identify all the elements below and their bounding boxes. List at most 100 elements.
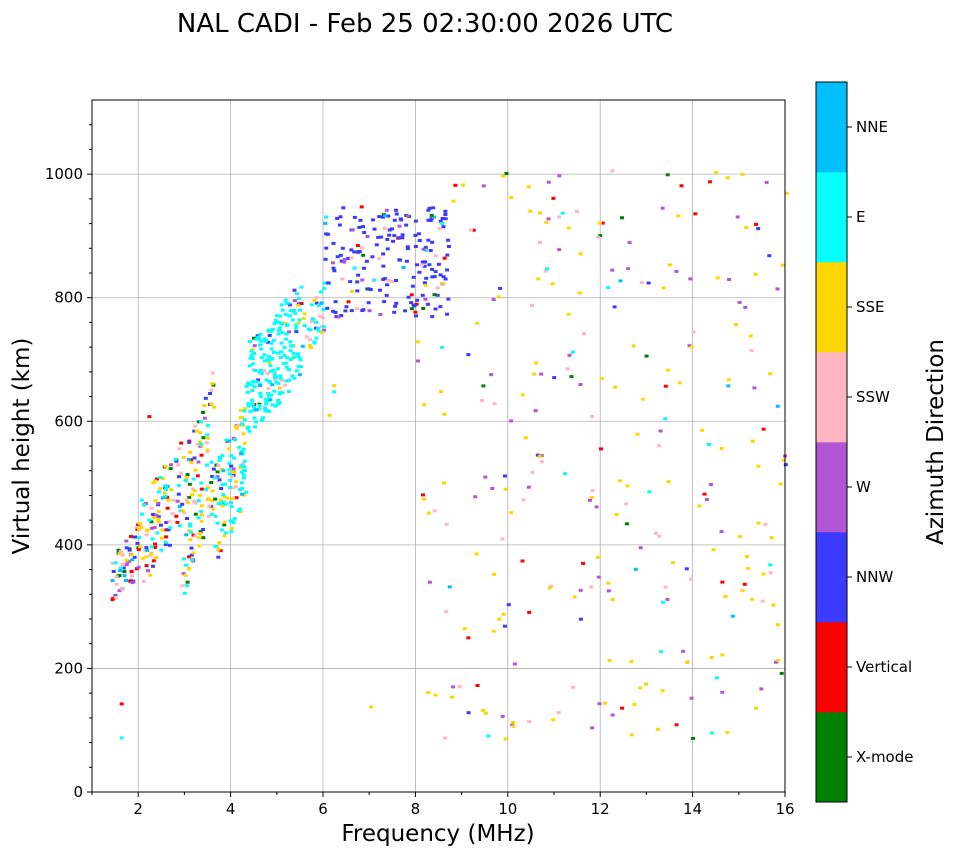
echo-point: [259, 339, 264, 343]
echo-point: [748, 334, 753, 338]
echo-point: [302, 312, 307, 316]
echo-point: [339, 259, 344, 263]
echo-point: [129, 574, 134, 578]
echo-point: [295, 354, 300, 358]
echo-point: [340, 277, 345, 281]
echo-point: [655, 727, 660, 731]
echo-point: [269, 369, 273, 373]
echo-point: [430, 240, 435, 244]
echo-point: [440, 222, 445, 225]
echo-point: [530, 470, 535, 474]
echo-point: [204, 441, 209, 445]
echo-point: [594, 505, 599, 509]
echo-point: [445, 312, 450, 316]
echo-point: [267, 355, 272, 359]
echo-point: [719, 447, 724, 450]
echo-point: [250, 398, 255, 402]
echo-point: [287, 368, 292, 372]
echo-point: [187, 566, 192, 570]
echo-point: [342, 260, 347, 264]
echo-point: [557, 215, 562, 219]
echo-point: [738, 535, 743, 538]
echo-point: [294, 326, 298, 330]
echo-point: [153, 479, 158, 483]
echo-point: [277, 326, 282, 330]
echo-point: [660, 689, 665, 693]
echo-point: [323, 257, 328, 261]
echo-point: [156, 510, 161, 514]
echo-point: [117, 589, 122, 593]
echo-point: [725, 730, 730, 734]
echo-point: [269, 341, 274, 345]
echo-point: [445, 253, 450, 257]
echo-point: [415, 298, 420, 302]
echo-point: [606, 589, 611, 593]
echo-point: [282, 353, 287, 357]
echo-point: [187, 440, 192, 444]
echo-point: [406, 214, 411, 218]
echo-point: [720, 690, 725, 694]
echo-point: [589, 495, 594, 499]
echo-point: [730, 614, 735, 618]
echo-point: [271, 338, 276, 342]
echo-point: [620, 706, 625, 710]
echo-point: [740, 172, 745, 176]
echo-point: [283, 298, 288, 302]
echo-point: [679, 184, 684, 188]
echo-point: [180, 509, 185, 513]
echo-point: [423, 260, 428, 264]
echo-point: [252, 416, 257, 420]
echo-point: [258, 368, 263, 372]
echo-point: [242, 493, 247, 497]
echo-point: [447, 585, 452, 589]
echo-point: [139, 526, 144, 529]
echo-point: [677, 381, 682, 385]
echo-point: [252, 336, 256, 340]
echo-point: [321, 325, 326, 329]
echo-point: [382, 300, 387, 304]
echo-point: [367, 309, 372, 313]
echo-point: [366, 301, 371, 305]
echo-point: [687, 344, 692, 348]
echo-point: [760, 599, 765, 603]
echo-point: [140, 512, 144, 516]
echo-point: [768, 563, 773, 567]
echo-point: [577, 291, 582, 295]
echo-point: [237, 423, 241, 427]
echo-point: [250, 389, 255, 392]
echo-point: [263, 407, 268, 411]
echo-point: [207, 514, 211, 518]
echo-point: [509, 196, 514, 199]
echo-point: [256, 335, 261, 339]
echo-point: [570, 350, 575, 354]
echo-point: [381, 215, 385, 219]
echo-point: [368, 288, 373, 291]
echo-point: [344, 305, 349, 309]
echo-point: [199, 487, 204, 491]
echo-point: [689, 577, 694, 581]
echo-point: [443, 217, 448, 221]
echo-point: [249, 349, 254, 353]
echo-point: [270, 383, 275, 387]
echo-point: [384, 208, 389, 212]
echo-point: [327, 413, 332, 417]
echo-point: [299, 302, 304, 305]
echo-point: [355, 289, 360, 293]
echo-point: [185, 580, 190, 584]
echo-point: [667, 263, 672, 267]
echo-point: [581, 561, 586, 565]
echo-point: [350, 228, 355, 232]
echo-point: [666, 368, 671, 372]
echo-point: [156, 501, 161, 505]
echo-point: [387, 228, 392, 232]
echo-point: [174, 459, 179, 463]
echo-point: [259, 347, 264, 351]
echo-point: [278, 356, 283, 359]
echo-point: [330, 261, 335, 265]
echo-point: [523, 436, 528, 440]
echo-point: [132, 555, 137, 559]
echo-point: [164, 528, 169, 532]
echo-point: [503, 474, 507, 478]
echo-point: [356, 250, 361, 254]
echo-point: [163, 494, 168, 498]
